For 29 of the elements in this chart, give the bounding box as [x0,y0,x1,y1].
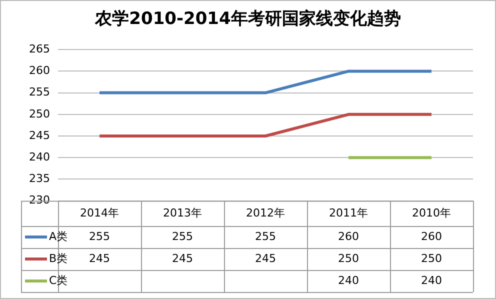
x-tick-label: 2010年 [412,206,451,220]
y-tick-label: 265 [28,42,50,56]
x-tick-label: 2011年 [329,206,368,220]
data-label: 240 [421,274,442,287]
x-tick-label: 2013年 [162,206,202,220]
legend-label: C类 [49,274,68,287]
y-tick-label: 235 [28,172,50,186]
y-tick-label: 255 [28,86,50,99]
data-label: 255 [255,230,276,243]
y-tick-label: 230 [28,194,50,207]
data-label: 255 [172,230,193,243]
x-tick-label: 2014年 [80,206,119,220]
data-label: 260 [421,230,442,243]
legend-label: A类 [49,230,68,243]
y-tick-label: 250 [28,107,50,120]
x-tick-label: 2012年 [246,206,285,220]
data-label: 250 [421,252,442,265]
data-label: 245 [88,252,110,265]
data-label: 245 [255,252,276,265]
data-label: 255 [88,230,110,243]
y-tick-label: 245 [28,128,50,142]
data-label: 245 [172,252,193,265]
y-tick-label: 240 [28,150,50,164]
y-tick-label: 260 [28,64,50,78]
chart-title: 农学2010-2014年考研国家线变化趋势 [94,8,402,31]
data-label: 260 [338,230,359,243]
data-label: 250 [338,252,359,265]
data-label: 240 [338,274,359,287]
legend-label: B类 [49,252,68,265]
